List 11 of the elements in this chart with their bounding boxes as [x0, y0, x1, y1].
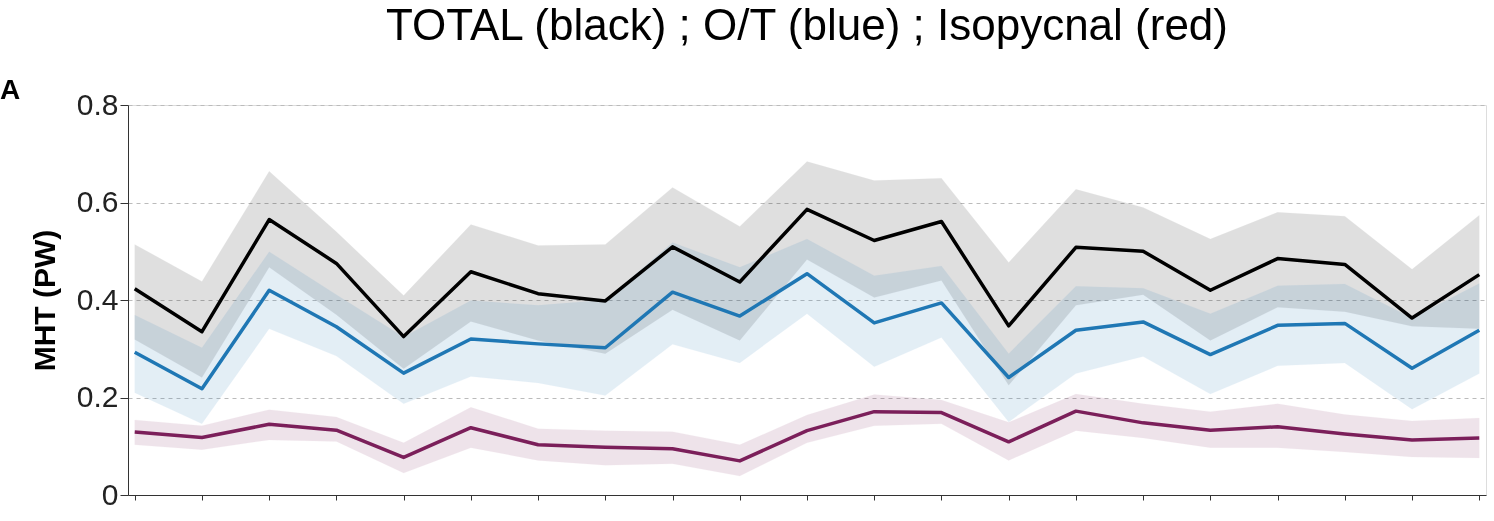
y-axis-title: MHT (PW)	[27, 229, 61, 372]
text: A	[0, 74, 21, 105]
line-series	[132, 409, 1482, 463]
y-tick-label: 0.2	[76, 380, 119, 413]
y-tick-label: 0.4	[76, 282, 119, 316]
chart-title: TOTAL (black) ; O/T (blue) ; Isopycnal (red)	[386, 0, 1228, 49]
line-series	[132, 271, 1482, 391]
y-tick-label: 0.6	[76, 185, 119, 218]
line-series	[132, 207, 1482, 339]
y-tick-label: 0.8	[76, 87, 119, 121]
y-tick-label: 0	[101, 477, 119, 511]
